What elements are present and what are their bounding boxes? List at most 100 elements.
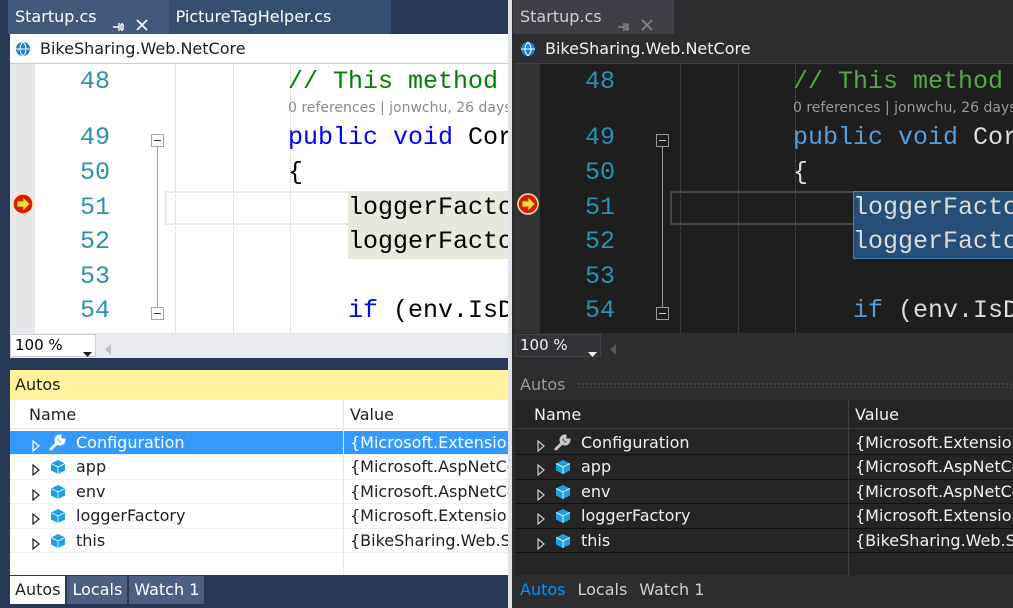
tool-tab[interactable]: Autos: [10, 576, 66, 604]
collapse-toggle[interactable]: [656, 132, 669, 147]
variable-value: {Microsoft.Extensions: [855, 506, 1013, 526]
icon-part: [136, 19, 148, 31]
document-tab[interactable]: Startup.cs: [513, 0, 674, 34]
icon-part: [50, 487, 66, 499]
tab-label: Startup.cs: [15, 7, 97, 26]
variable-row[interactable]: this {BikeSharing.Web.Sta: [10, 529, 508, 553]
scroll-left[interactable]: [105, 340, 112, 355]
variable-value: {BikeSharing.Web.Sta: [350, 530, 508, 550]
code-line: loggerFacto: [853, 192, 1013, 224]
variable-value: {Microsoft.AspNetCo: [855, 481, 1013, 501]
expand-arrow[interactable]: [32, 510, 40, 526]
variable-name: loggerFactory: [581, 506, 691, 526]
indent-guide: [795, 64, 796, 333]
document-tab[interactable]: PictureTagHelper.cs: [168, 0, 392, 34]
dark-clip: Startup.cs BikeSharing.Web.NetCore 48 // Th…: [512, 0, 1013, 608]
variable-name: loggerFactory: [76, 506, 186, 526]
expand-arrow[interactable]: [32, 535, 40, 550]
scroll-left[interactable]: [610, 340, 617, 355]
grid-header: [515, 400, 1013, 429]
icon: [517, 193, 539, 215]
line-number: 50: [584, 158, 615, 187]
tool-tab[interactable]: Locals: [572, 576, 633, 604]
expand-arrow[interactable]: [537, 510, 545, 526]
line-number: 52: [79, 227, 110, 256]
variable-value: {Microsoft.AspNetCo: [855, 457, 1013, 477]
zoom-combo[interactable]: 100 %: [515, 334, 601, 357]
code-text: Cor: [973, 123, 1013, 152]
pin-icon: [111, 11, 125, 31]
breakpoint-icon: [517, 193, 539, 215]
line-number: 48: [584, 67, 615, 96]
icon-part: [537, 439, 545, 453]
outline-line: [662, 138, 663, 311]
expand-arrow[interactable]: [32, 461, 40, 477]
collapse-toggle[interactable]: [656, 305, 669, 320]
code-editor: 48 // This method 49 public void Cor 50 {51 log…: [10, 64, 508, 333]
bottom-tab-strip: Autos Locals Watch 1: [10, 576, 205, 604]
variable-value: {Microsoft.Extensions: [855, 433, 1013, 452]
light-theme-panel: Startup.cs PictureTagHelper.cs BikeSharing…: [0, 0, 508, 608]
highlight: [348, 191, 508, 259]
code-editor: 48 // This method 49 public void Cor 50 {51 log…: [515, 64, 1013, 333]
icon: [50, 484, 66, 499]
icon: [537, 488, 545, 502]
tool-tab[interactable]: Locals: [67, 576, 128, 604]
variable-row[interactable]: app {Microsoft.AspNetCo: [10, 455, 508, 480]
variable-row[interactable]: env {Microsoft.AspNetCo: [10, 480, 508, 505]
expand-arrow[interactable]: [537, 535, 545, 550]
icon-part: [83, 352, 92, 357]
keyword: public void: [288, 123, 454, 152]
icon: [136, 19, 148, 31]
object-icon: [555, 459, 571, 475]
column-header: Value: [855, 405, 899, 424]
tool-tab[interactable]: Watch 1: [634, 576, 710, 604]
icon-part: [521, 196, 536, 212]
document-tab[interactable]: Startup.cs: [8, 0, 169, 34]
icon-part: [617, 23, 629, 31]
icon: [555, 533, 571, 548]
variable-row[interactable]: Configuration {Microsoft.Extensions: [10, 431, 508, 456]
line-number: 49: [79, 123, 110, 152]
collapse-toggle[interactable]: [151, 305, 164, 320]
autos-grid: Name Value Configuration {Microsoft.Extensi…: [515, 400, 1013, 575]
expand-arrow[interactable]: [537, 486, 545, 502]
variable-value: {Microsoft.Extensions: [350, 433, 508, 452]
collapse-toggle[interactable]: [151, 132, 164, 147]
icon-part: [555, 512, 571, 524]
variable-row[interactable]: loggerFactory {Microsoft.Extensions: [10, 504, 508, 529]
line-number: 53: [79, 262, 110, 291]
code-line: if (env.IsD: [853, 295, 1013, 327]
tool-window-name: Autos: [15, 375, 61, 394]
object-icon: [555, 533, 571, 549]
icon: [151, 134, 164, 147]
tool-tab[interactable]: Watch 1: [129, 576, 205, 604]
code-text: loggerFacto: [853, 227, 1013, 256]
current-line: [165, 191, 508, 225]
tab-strip: Startup.cs PictureTagHelper.cs: [8, 0, 392, 34]
zoom-bar: 100 %: [515, 333, 1013, 358]
icon: [537, 439, 545, 453]
tab-icons[interactable]: [109, 7, 161, 31]
icon: [151, 307, 164, 320]
expand-arrow[interactable]: [32, 486, 40, 502]
variable-row[interactable]: Configuration {Microsoft.Extensions: [515, 431, 1013, 456]
object-icon: [50, 459, 66, 475]
expand-arrow[interactable]: [537, 437, 545, 453]
expand-arrow[interactable]: [537, 461, 545, 477]
expand-arrow[interactable]: [32, 437, 40, 453]
variable-row[interactable]: env {Microsoft.AspNetCo: [515, 480, 1013, 505]
variable-row[interactable]: loggerFactory {Microsoft.Extensions: [515, 504, 1013, 529]
indent-guide: [680, 64, 681, 333]
icon-part: [641, 19, 653, 31]
dropdown-arrow: [83, 343, 92, 357]
variable-value: {Microsoft.Extensions: [350, 506, 508, 526]
variable-row[interactable]: app {Microsoft.AspNetCo: [515, 455, 1013, 480]
variable-row[interactable]: this {BikeSharing.Web.Sta: [515, 529, 1013, 553]
code-text: loggerFacto: [348, 193, 508, 222]
variable-name: app: [581, 457, 612, 477]
tool-tab[interactable]: Autos: [515, 576, 571, 604]
icon-part: [555, 487, 571, 499]
zoom-combo[interactable]: 100 %: [10, 334, 96, 357]
tab-icons[interactable]: [614, 7, 666, 31]
